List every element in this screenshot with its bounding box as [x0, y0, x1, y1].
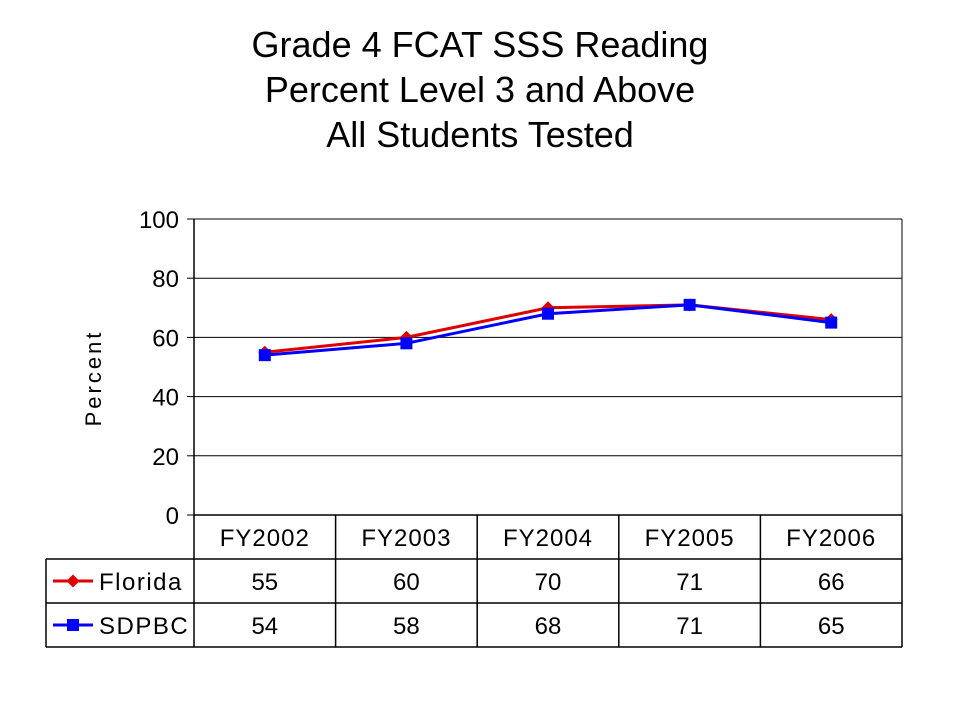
axes: 0 20 40 60 80 100 [139, 207, 903, 530]
chart-title: Grade 4 FCAT SSS Reading Percent Level 3… [0, 22, 960, 157]
table-cell-florida: 55 [251, 569, 278, 596]
table-cell-florida: 71 [676, 569, 703, 596]
table-cell-florida: 60 [393, 569, 420, 596]
x-tick-label: FY2006 [786, 525, 876, 552]
table-cell-sdpbc: 68 [535, 613, 562, 640]
legend-marker-florida [66, 574, 80, 588]
x-tick-label: FY2002 [220, 525, 310, 552]
data-point-sdpbc [400, 337, 413, 350]
data-table: FY2002 FY2003 FY2004 FY2005 FY2006 Florida 55 6… [45, 515, 903, 648]
gridlines [194, 218, 902, 457]
table-cell-sdpbc: 58 [393, 613, 420, 640]
y-tick-label: 60 [152, 325, 179, 352]
table-cell-sdpbc: 71 [676, 613, 703, 640]
data-point-sdpbc [258, 349, 271, 362]
data-point-sdpbc [683, 298, 696, 311]
y-tick-label: 40 [152, 385, 179, 412]
x-tick-label: FY2004 [503, 525, 593, 552]
y-axis-label: Percent [81, 330, 106, 427]
y-tick-label: 20 [152, 444, 179, 471]
series-lines [258, 298, 838, 362]
y-tick-label: 0 [166, 503, 179, 530]
chart-title-line-2: Percent Level 3 and Above [264, 69, 696, 110]
data-point-sdpbc [542, 307, 554, 320]
y-tick-label: 100 [139, 207, 179, 234]
legend-marker-sdpbc [67, 619, 79, 631]
legend-label-sdpbc: SDPBC [99, 613, 189, 640]
chart-title-line-1: Grade 4 FCAT SSS Reading [251, 24, 709, 65]
x-tick-label: FY2005 [645, 525, 735, 552]
data-point-sdpbc [825, 316, 838, 329]
table-cell-florida: 70 [535, 569, 562, 596]
legend-label-florida: Florida [99, 569, 183, 596]
x-tick-label: FY2003 [361, 525, 451, 552]
table-cell-florida: 66 [818, 569, 845, 596]
y-tick-label: 80 [152, 266, 179, 293]
chart-title-line-3: All Students Tested [326, 114, 634, 155]
table-cell-sdpbc: 54 [251, 613, 278, 640]
table-cell-sdpbc: 65 [818, 613, 845, 640]
